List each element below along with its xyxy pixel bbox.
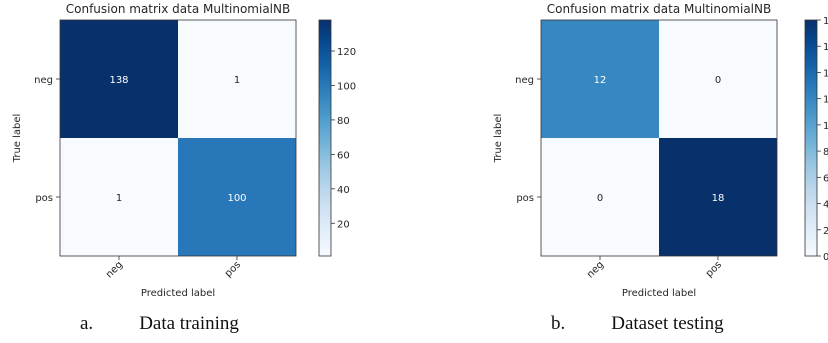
cell-value-label: 12 — [594, 75, 607, 86]
confusion-matrix-testing: Confusion matrix data MultinomialNB 12 0 0 1… — [493, 2, 828, 299]
colorbar-tick-label: 60 — [337, 150, 350, 161]
y-tick-label: pos — [35, 193, 53, 204]
caption-text: Dataset testing — [611, 313, 724, 334]
heatmap-cell — [541, 20, 659, 138]
colorbar-tick-label: 14 — [823, 68, 828, 79]
y-tick-label: neg — [515, 75, 534, 86]
cell-value-label: 1 — [116, 193, 122, 204]
colorbar-tick-label: 6 — [823, 173, 828, 184]
heatmap-cell — [60, 20, 178, 138]
y-tick-label: pos — [516, 193, 534, 204]
colorbar-tick-label: 4 — [823, 200, 828, 211]
cell-value-label: 100 — [227, 193, 246, 204]
cell-value-label: 18 — [712, 193, 725, 204]
confusion-matrix-training: Confusion matrix data MultinomialNB 138 1 1… — [12, 2, 356, 299]
colorbar-tick-label: 80 — [337, 116, 350, 127]
heatmap-cell — [659, 20, 777, 138]
heatmap-cell — [541, 138, 659, 256]
caption-training: a. Data training — [80, 313, 239, 335]
colorbar — [804, 19, 818, 257]
y-tick-label: neg — [34, 75, 53, 86]
cell-value-label: 0 — [715, 75, 721, 86]
cell-value-label: 138 — [109, 75, 128, 86]
x-tick-label: neg — [585, 259, 606, 280]
colorbar-tick-label: 12 — [823, 95, 828, 106]
caption-letter: a. — [80, 313, 94, 334]
plot-frame — [540, 19, 778, 257]
colorbar-tick-label: 120 — [337, 47, 356, 58]
heatmap-cell — [60, 138, 178, 256]
colorbar-tick-label: 40 — [337, 185, 350, 196]
x-tick-label: pos — [704, 259, 724, 279]
x-axis-label: Predicted label — [141, 288, 215, 299]
heatmap-cell — [659, 138, 777, 256]
cell-value-label: 1 — [234, 75, 240, 86]
colorbar-tick-label: 10 — [823, 121, 828, 132]
y-axis-label: True label — [12, 114, 23, 164]
cell-value-label: 0 — [597, 193, 603, 204]
caption-letter: b. — [551, 313, 566, 334]
caption-text: Data training — [139, 313, 239, 334]
x-axis-label: Predicted label — [622, 288, 696, 299]
caption-testing: b. Dataset testing — [551, 313, 724, 335]
colorbar-tick-label: 100 — [337, 81, 356, 92]
y-axis-label: True label — [493, 114, 504, 164]
colorbar-tick-label: 16 — [823, 42, 828, 53]
colorbar — [318, 19, 332, 257]
colorbar-tick-label: 18 — [823, 16, 828, 27]
colorbar-tick-label: 2 — [823, 226, 828, 237]
colorbar-tick-label: 8 — [823, 147, 828, 158]
chart-title: Confusion matrix data MultinomialNB — [547, 2, 771, 16]
colorbar-tick-label: 20 — [337, 219, 350, 230]
colorbar-tick-label: 0 — [823, 252, 828, 263]
x-tick-label: pos — [223, 259, 243, 279]
heatmap-cell — [178, 20, 296, 138]
heatmap-cell — [178, 138, 296, 256]
chart-title: Confusion matrix data MultinomialNB — [66, 2, 290, 16]
x-tick-label: neg — [104, 259, 125, 280]
plot-frame — [59, 19, 297, 257]
